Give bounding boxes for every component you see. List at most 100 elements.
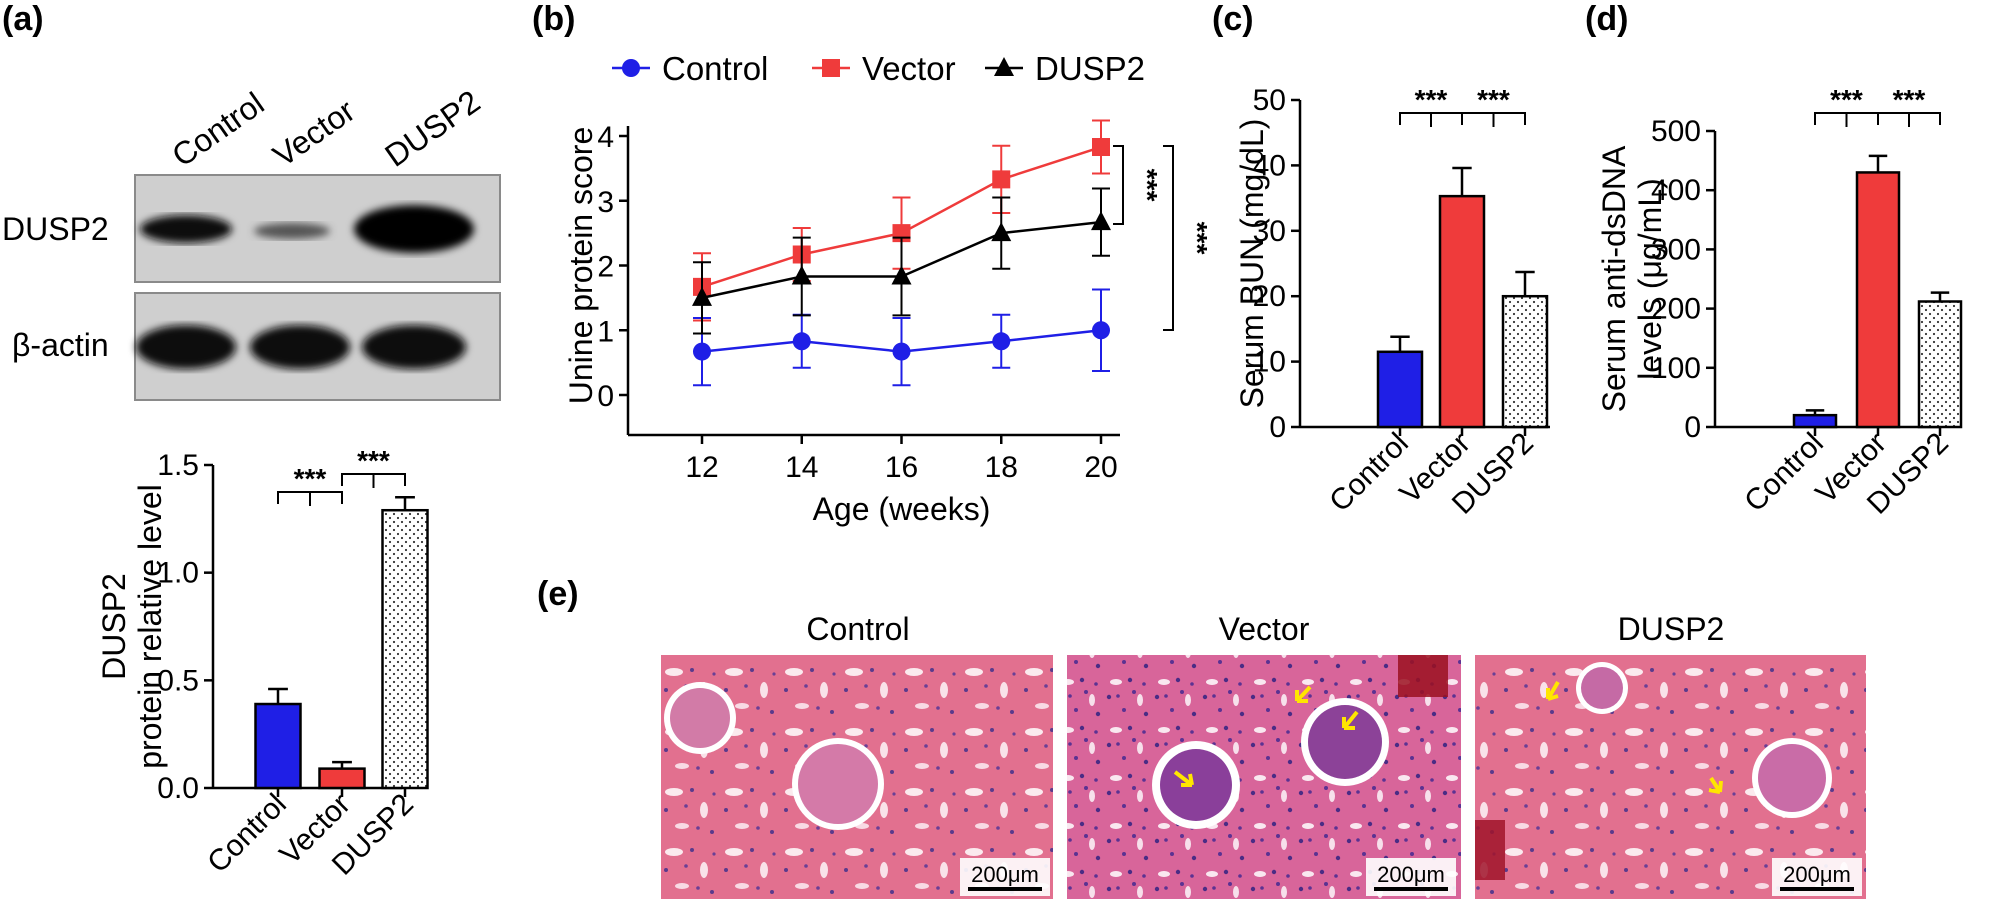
bar-dusp2 — [1501, 294, 1549, 429]
y-axis-label: Serum BUN (mg/dL) — [1234, 119, 1270, 409]
y-tick-label: 1 — [597, 315, 614, 348]
histology-image-vector: 200μm — [1067, 655, 1461, 899]
data-point-control — [1092, 321, 1110, 340]
x-tick-label-control: Control — [1323, 427, 1415, 519]
significance-stars: *** — [1477, 84, 1510, 115]
data-point-dusp2 — [991, 222, 1012, 242]
y-tick-label: 100 — [1651, 352, 1701, 385]
legend-label-control: Control — [662, 50, 768, 87]
histology-title-dusp2: DUSP2 — [1618, 611, 1725, 647]
y-tick-label: 4 — [597, 121, 614, 154]
y-tick-label: 2 — [597, 251, 614, 284]
bar-vector — [1438, 194, 1486, 429]
panel-label-d: (d) — [1585, 0, 1628, 38]
blot-band-dusp2-vector — [254, 223, 330, 239]
chart-a: 0.00.51.01.5ControlVectorDUSP2******DUSP… — [96, 445, 429, 882]
panel-label-b: (b) — [532, 0, 575, 38]
bar-control — [1792, 413, 1838, 429]
panel-label-a: (a) — [2, 0, 44, 38]
data-point-control — [992, 332, 1011, 351]
histology-title-vector: Vector — [1219, 611, 1310, 647]
significance-bracket — [1113, 145, 1124, 225]
data-point-control — [892, 342, 911, 361]
y-tick-label: 200 — [1651, 293, 1701, 326]
significance-stars: *** — [294, 463, 327, 494]
x-tick-label: 14 — [785, 451, 818, 484]
y-axis-label-line2: levels (μg/mL) — [1632, 178, 1668, 380]
scalebar-label-dusp2: 200μm — [1783, 862, 1851, 887]
significance-stars: *** — [1893, 84, 1926, 115]
x-tick-label-control: Control — [1738, 427, 1830, 519]
blot-lane-label-control: Control — [165, 85, 270, 174]
significance-stars: *** — [1132, 169, 1163, 202]
blot-band-dusp2-dusp2 — [354, 205, 474, 253]
data-point-vector — [992, 170, 1011, 189]
y-tick-label: 500 — [1651, 115, 1701, 148]
y-tick-label: 400 — [1651, 174, 1701, 207]
blot-band-actin-control — [136, 325, 236, 369]
blot-row-label-dusp2: DUSP2 — [2, 211, 109, 247]
y-tick-label: 30 — [1253, 215, 1286, 248]
histology-image-dusp2: 200μm — [1475, 655, 1866, 899]
blot-band-actin-vector — [250, 325, 350, 369]
blot-band-dusp2-control — [140, 215, 232, 243]
x-tick-label: 20 — [1084, 451, 1117, 484]
x-tick-label-control: Control — [201, 788, 293, 880]
bar-vector — [318, 767, 366, 790]
histology-image-control: 200μm — [661, 655, 1053, 899]
blot-lane-label-vector: Vector — [266, 92, 361, 174]
legend-marker-control — [622, 59, 640, 77]
legend-label-vector: Vector — [862, 50, 956, 87]
y-axis-label: Unine protein score — [563, 127, 599, 404]
bar-control — [1376, 350, 1424, 429]
y-tick-label: 1.5 — [157, 449, 199, 482]
y-axis-label-line1: DUSP2 — [96, 573, 132, 680]
significance-bracket — [1163, 145, 1174, 331]
y-tick-label: 0.0 — [157, 772, 199, 805]
data-point-dusp2 — [891, 265, 912, 285]
y-tick-label: 3 — [597, 186, 614, 219]
y-tick-label: 0.5 — [157, 664, 199, 697]
y-axis-label-line2: protein relative level — [132, 484, 168, 769]
bar-dusp2 — [381, 508, 429, 790]
y-tick-label: 0 — [1684, 411, 1701, 444]
y-tick-label: 50 — [1253, 84, 1286, 117]
blot-lane-label-dusp2: DUSP2 — [378, 83, 486, 174]
y-tick-label: 0 — [597, 380, 614, 413]
y-tick-label: 40 — [1253, 149, 1286, 182]
data-point-control — [693, 342, 711, 361]
panel-label-c: (c) — [1212, 0, 1254, 38]
legend-marker-vector — [822, 59, 840, 77]
y-tick-label: 1.0 — [157, 557, 199, 590]
histology-title-control: Control — [806, 611, 909, 647]
legend-label-dusp2: DUSP2 — [1035, 50, 1145, 87]
legend-marker-dusp2 — [994, 57, 1014, 76]
histology-panels: Control Vector DUSP2 200μm 200μm — [661, 611, 1866, 899]
y-tick-label: 10 — [1253, 346, 1286, 379]
blot-row-label-actin: β-actin — [12, 327, 109, 363]
western-blot: Control Vector DUSP2 DUSP2 β-actin — [2, 83, 501, 401]
blot-band-actin-dusp2 — [362, 325, 466, 369]
data-point-dusp2 — [1091, 211, 1111, 231]
data-point-vector — [1092, 138, 1110, 157]
y-tick-label: 300 — [1651, 233, 1701, 266]
significance-stars: *** — [1182, 222, 1213, 255]
bar-control — [254, 702, 302, 790]
significance-stars: *** — [1830, 84, 1863, 115]
x-tick-label: 12 — [685, 451, 718, 484]
x-tick-label: 16 — [885, 451, 918, 484]
bar-dusp2 — [1917, 300, 1963, 429]
scalebar-label-vector: 200μm — [1377, 862, 1445, 887]
significance-stars: *** — [1415, 84, 1448, 115]
data-point-dusp2 — [692, 286, 712, 306]
data-point-control — [792, 332, 811, 351]
data-point-dusp2 — [791, 265, 812, 285]
y-tick-label: 20 — [1253, 280, 1286, 313]
x-tick-label: 18 — [985, 451, 1018, 484]
significance-stars: *** — [357, 445, 390, 476]
panel-label-e: (e) — [537, 575, 579, 613]
